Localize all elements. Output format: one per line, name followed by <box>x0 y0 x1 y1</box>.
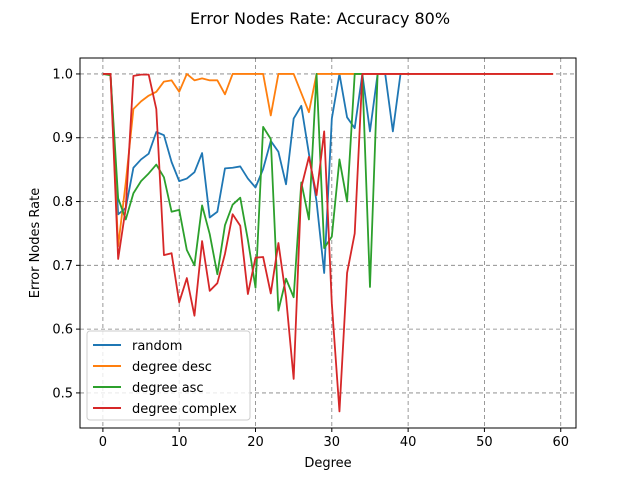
legend-label-degree-complex: degree complex <box>132 402 237 417</box>
y-tick-label: 0.8 <box>52 195 73 210</box>
legend-box <box>86 330 251 421</box>
x-tick-label: 50 <box>476 435 493 450</box>
y-tick-label: 0.7 <box>52 259 73 274</box>
legend-label-degree-asc: degree asc <box>132 381 204 396</box>
plot-area-frame <box>79 57 577 429</box>
series-lines <box>102 73 554 413</box>
x-tick-label: 0 <box>99 435 107 450</box>
x-tick-label: 20 <box>247 435 264 450</box>
legend-label-random: random <box>132 339 182 354</box>
y-tick-label: 1.0 <box>52 67 73 82</box>
series-line-degree-complex <box>102 73 554 413</box>
x-tick-label: 40 <box>400 435 417 450</box>
legend: random degree desc degree asc degree comple… <box>86 330 251 421</box>
y-tick-label: 0.5 <box>52 386 73 401</box>
y-tick-label: 0.9 <box>52 131 73 146</box>
x-axis-ticks: 0 10 20 30 40 50 60 <box>99 428 569 450</box>
y-axis-label: Error Nodes Rate <box>28 188 43 298</box>
x-tick-label: 60 <box>552 435 569 450</box>
series-line-degree-asc <box>102 73 379 312</box>
chart-title: Error Nodes Rate: Accuracy 80% <box>190 9 450 28</box>
y-tick-label: 0.6 <box>52 323 73 338</box>
legend-label-degree-desc: degree desc <box>132 360 212 375</box>
x-tick-label: 10 <box>171 435 188 450</box>
x-axis-label: Degree <box>304 456 351 471</box>
x-tick-label: 30 <box>324 435 341 450</box>
y-axis-ticks: 0.5 0.6 0.7 0.8 0.9 1.0 <box>52 67 80 401</box>
